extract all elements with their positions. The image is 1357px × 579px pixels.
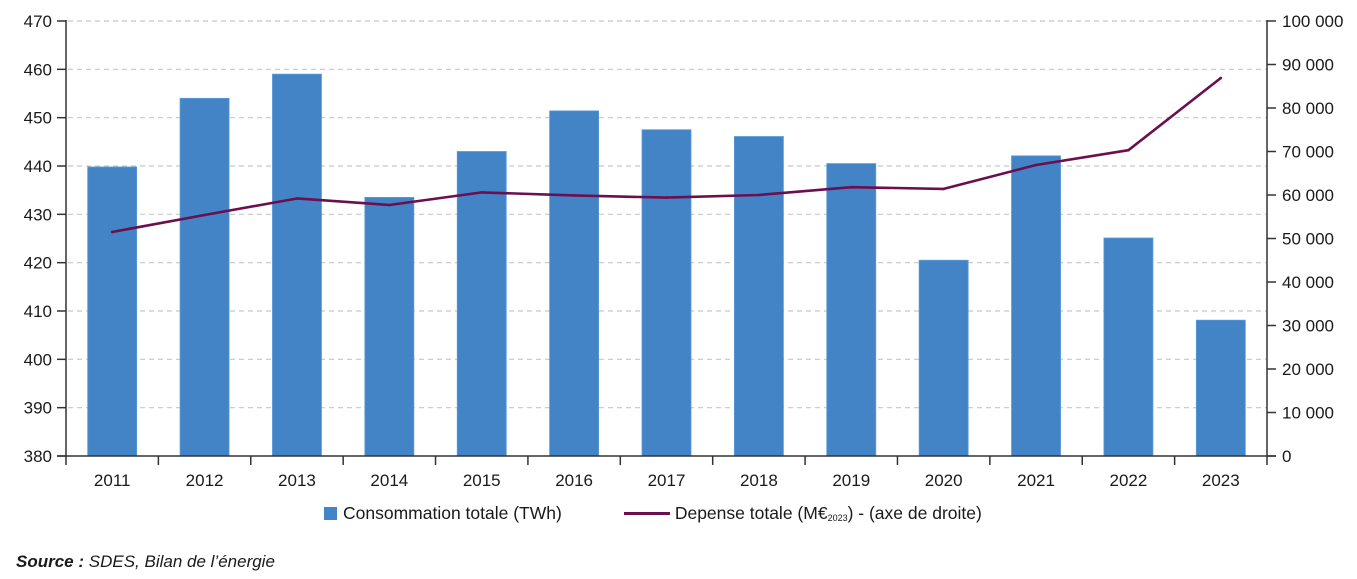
left-tick-label: 470 (24, 12, 52, 31)
axes (57, 20, 1276, 465)
legend-label-depense: Depense totale (M€2023) - (axe de droite… (675, 503, 982, 524)
left-tick-label: 380 (24, 447, 52, 466)
legend-item-consommation[interactable]: Consommation totale (TWh) (324, 503, 562, 524)
bar-2020 (918, 259, 969, 457)
legend-label-consommation: Consommation totale (TWh) (343, 503, 562, 523)
bar-2015 (456, 151, 507, 457)
line-series (110, 76, 1223, 234)
bar-2023 (1195, 319, 1246, 457)
x-tick-label: 2020 (925, 471, 963, 490)
left-tick-label: 400 (24, 350, 52, 369)
line-point-2018 (757, 193, 761, 197)
bar-series (87, 73, 1246, 457)
x-tick-label: 2016 (555, 471, 593, 490)
line-point-2023 (1219, 76, 1223, 80)
legend-item-depense[interactable]: Depense totale (M€2023) - (axe de droite… (623, 503, 982, 524)
right-tick-label: 100 000 (1282, 12, 1343, 31)
bar-2019 (826, 163, 877, 457)
line-point-2017 (665, 196, 668, 199)
right-tick-label: 20 000 (1282, 360, 1334, 379)
line-point-2013 (295, 197, 299, 200)
right-tick-label: 50 000 (1282, 230, 1334, 249)
bar-2013 (272, 73, 322, 457)
x-tick-label: 2019 (832, 471, 870, 490)
x-axis-ticks: 2011 2012 2013 2014 2015 2016 2017 2018 2019 2020… (94, 456, 1240, 490)
source-note: Source : SDES, Bilan de l’énergie (16, 552, 275, 572)
x-tick-label: 2015 (463, 471, 501, 490)
bar-2021 (1011, 155, 1061, 457)
bar-2016 (549, 110, 600, 457)
bar-2018 (733, 136, 784, 457)
legend-bar-swatch-icon (324, 507, 337, 520)
right-tick-label: 40 000 (1282, 273, 1334, 292)
left-tick-label: 390 (24, 399, 52, 418)
left-tick-label: 440 (24, 157, 52, 176)
x-tick-label: 2017 (648, 471, 686, 490)
left-axis-ticks: 380 390 400 410 420 430 440 450 460 470 (24, 12, 66, 466)
bar-2017 (641, 129, 692, 457)
line-point-2012 (203, 213, 206, 217)
left-tick-label: 410 (24, 302, 52, 321)
x-tick-label: 2012 (186, 471, 224, 490)
legend-label-depense-subscript: 2023 (827, 513, 848, 523)
source-label: Source : (16, 552, 85, 571)
x-tick-label: 2023 (1202, 471, 1240, 490)
right-tick-label: 90 000 (1282, 56, 1334, 75)
x-tick-label: 2018 (740, 471, 778, 490)
legend: Consommation totale (TWh) Depense totale… (324, 503, 982, 524)
right-tick-label: 80 000 (1282, 99, 1334, 118)
legend-label-depense-suffix: ) - (axe de droite) (847, 503, 982, 523)
line-point-2021 (1034, 163, 1038, 167)
chart: 380 390 400 410 420 430 440 450 460 470 0 10 000 20… (24, 12, 1344, 490)
source-text: SDES, Bilan de l’énergie (84, 552, 275, 571)
right-tick-label: 30 000 (1282, 317, 1334, 336)
line-point-2014 (388, 203, 391, 207)
line-point-2015 (480, 191, 484, 194)
bar-2014 (364, 197, 415, 457)
right-tick-label: 10 000 (1282, 404, 1334, 423)
x-tick-label: 2011 (94, 471, 131, 490)
gridlines (68, 20, 1267, 409)
left-tick-label: 420 (24, 254, 52, 273)
right-tick-label: 60 000 (1282, 186, 1334, 205)
legend-label-depense-text: Depense totale (M€ (674, 503, 828, 523)
x-tick-label: 2014 (370, 471, 408, 490)
left-tick-label: 430 (24, 205, 52, 224)
legend-line-swatch-icon (623, 512, 670, 515)
bar-2022 (1103, 237, 1154, 457)
line-point-2020 (942, 187, 945, 191)
line-point-2019 (849, 185, 853, 189)
bar-2011 (87, 166, 138, 457)
right-tick-label: 70 000 (1282, 143, 1334, 162)
left-tick-label: 450 (24, 109, 52, 128)
line-point-2022 (1127, 148, 1130, 152)
left-tick-label: 460 (24, 60, 52, 79)
x-tick-label: 2022 (1110, 471, 1148, 490)
x-tick-label: 2021 (1017, 471, 1055, 490)
bar-2012 (179, 97, 230, 457)
right-tick-label: 0 (1282, 447, 1291, 466)
line-point-2011 (110, 230, 114, 234)
right-axis-ticks: 0 10 000 20 000 30 000 40 000 50 000 60 000 70 … (1267, 12, 1343, 466)
line-point-2016 (572, 194, 576, 197)
x-tick-label: 2013 (278, 471, 316, 490)
